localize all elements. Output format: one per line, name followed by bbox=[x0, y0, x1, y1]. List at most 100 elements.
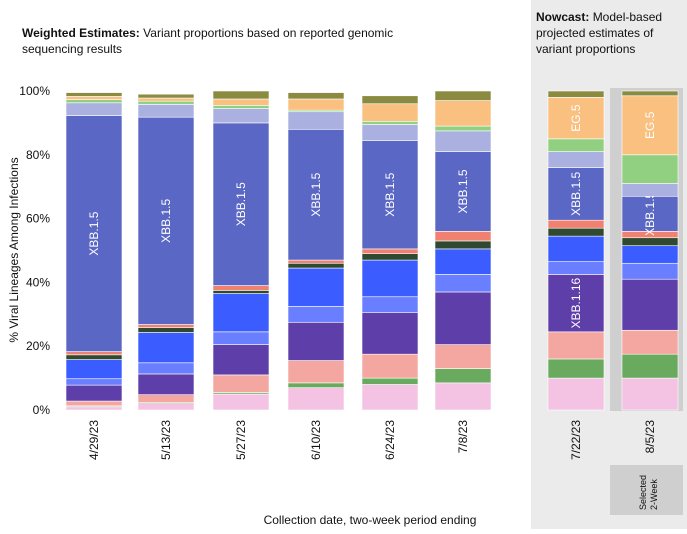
x-tick-label: 6/10/23 bbox=[309, 420, 323, 460]
bar-segment bbox=[212, 108, 270, 124]
bar-segment bbox=[547, 274, 605, 333]
y-tick-label: 80% bbox=[26, 148, 50, 162]
bar-segment bbox=[547, 90, 605, 98]
bar-segment bbox=[65, 406, 123, 411]
x-tick-label: 8/5/23 bbox=[643, 420, 657, 454]
bar-segment bbox=[65, 351, 123, 356]
nowcast-line: projected estimates of bbox=[536, 26, 654, 40]
bar-segment bbox=[137, 362, 195, 375]
chart-title: Weighted Estimates: Variant proportions … bbox=[22, 26, 393, 40]
bar-segment bbox=[361, 124, 419, 141]
bar-segment bbox=[287, 92, 345, 100]
y-axis-label: % Viral Lineages Among Infections bbox=[7, 157, 21, 342]
x-axis-label: Collection date, two-week period ending bbox=[264, 513, 477, 527]
y-tick-label: 0% bbox=[33, 403, 51, 417]
bar-segment bbox=[547, 151, 605, 168]
bar-segment bbox=[287, 382, 345, 388]
bar-segment bbox=[137, 324, 195, 328]
bar-segment bbox=[621, 377, 679, 411]
bar-segment bbox=[287, 360, 345, 384]
x-tick-label: 5/27/23 bbox=[234, 420, 248, 460]
y-tick-label: 40% bbox=[26, 275, 50, 289]
bar-segment bbox=[434, 151, 492, 232]
bar-segment bbox=[137, 104, 195, 118]
bar-segment bbox=[65, 384, 123, 402]
x-tick-label: 7/22/23 bbox=[569, 420, 583, 460]
bar-segment bbox=[621, 95, 679, 156]
x-tick-label: 4/29/23 bbox=[87, 420, 101, 460]
bar-segment bbox=[137, 403, 195, 411]
segment-label: XBB.1.5 bbox=[234, 182, 248, 226]
segment-label: EG.5 bbox=[569, 104, 583, 132]
bar-segment bbox=[621, 90, 679, 97]
bar-segment bbox=[212, 105, 270, 109]
bar-segment bbox=[212, 90, 270, 100]
bar-segment bbox=[65, 378, 123, 386]
x-tick-label: 5/13/23 bbox=[159, 420, 173, 460]
bar-segment bbox=[287, 98, 345, 111]
bar-segment bbox=[137, 93, 195, 99]
bar-segment bbox=[212, 293, 270, 333]
bar-segment bbox=[621, 329, 679, 355]
segment-label: XBB.1.5 bbox=[87, 211, 101, 255]
bar-segment bbox=[212, 285, 270, 291]
bar-segment bbox=[621, 262, 679, 280]
bar-segment bbox=[65, 359, 123, 380]
bar-segment bbox=[65, 102, 123, 116]
x-tick-label: 7/8/23 bbox=[456, 420, 470, 454]
bar-segment bbox=[361, 312, 419, 355]
bar-segment bbox=[547, 235, 605, 262]
bar-segment bbox=[547, 331, 605, 360]
bar-segment bbox=[361, 377, 419, 385]
nowcast-title-bold: Nowcast: bbox=[536, 10, 589, 24]
y-tick-label: 100% bbox=[19, 84, 50, 98]
bar-segment bbox=[434, 240, 492, 250]
selected-label: Selected bbox=[638, 475, 648, 510]
bar-segment bbox=[621, 353, 679, 379]
bar-segment bbox=[65, 400, 123, 407]
bar-segment bbox=[547, 219, 605, 229]
bar-segment bbox=[361, 95, 419, 105]
bar-segment bbox=[287, 259, 345, 264]
bar-segment bbox=[434, 100, 492, 127]
bar-segment bbox=[137, 327, 195, 333]
bar-segment bbox=[434, 382, 492, 411]
bar-segment bbox=[547, 358, 605, 379]
segment-label: XBB.1.5 bbox=[643, 191, 657, 235]
segment-label: XBB.1.5 bbox=[159, 198, 173, 242]
bar-segment bbox=[434, 344, 492, 369]
bar-segment bbox=[137, 332, 195, 364]
bar-segment bbox=[434, 130, 492, 152]
bar-segment bbox=[137, 394, 195, 403]
bar-segment bbox=[361, 140, 419, 250]
bar-segment bbox=[361, 296, 419, 314]
bar-segment bbox=[547, 261, 605, 275]
y-tick-label: 60% bbox=[26, 212, 50, 226]
bar-segment bbox=[287, 128, 345, 261]
segment-label: XBB.1.5 bbox=[456, 169, 470, 213]
bar-segment bbox=[361, 103, 419, 122]
nowcast-line: variant proportions bbox=[536, 42, 635, 56]
bar-segment bbox=[547, 227, 605, 237]
title-line: sequencing results bbox=[22, 42, 122, 56]
nowcast-line: Model-based bbox=[593, 10, 662, 24]
bar-segment bbox=[212, 122, 270, 286]
bar-segment bbox=[434, 368, 492, 384]
bar-segment bbox=[287, 267, 345, 307]
selected-box bbox=[610, 465, 683, 515]
bar-segment bbox=[361, 259, 419, 298]
segment-label: EG.5 bbox=[643, 111, 657, 139]
bar-segment bbox=[547, 377, 605, 411]
bar-segment bbox=[212, 393, 270, 411]
bar-segment bbox=[65, 354, 123, 360]
bar-segment bbox=[287, 111, 345, 130]
bar-segment bbox=[434, 125, 492, 132]
segment-label: XBB.1.5 bbox=[309, 172, 323, 216]
bar-segment bbox=[547, 138, 605, 152]
bar-segment bbox=[434, 291, 492, 345]
bar-segment bbox=[361, 253, 419, 261]
x-tick-label: 6/24/23 bbox=[383, 420, 397, 460]
nowcast-title: Nowcast: Model-based bbox=[536, 10, 662, 24]
segment-label: XBB.1.5 bbox=[383, 172, 397, 216]
bar-segment bbox=[361, 248, 419, 254]
